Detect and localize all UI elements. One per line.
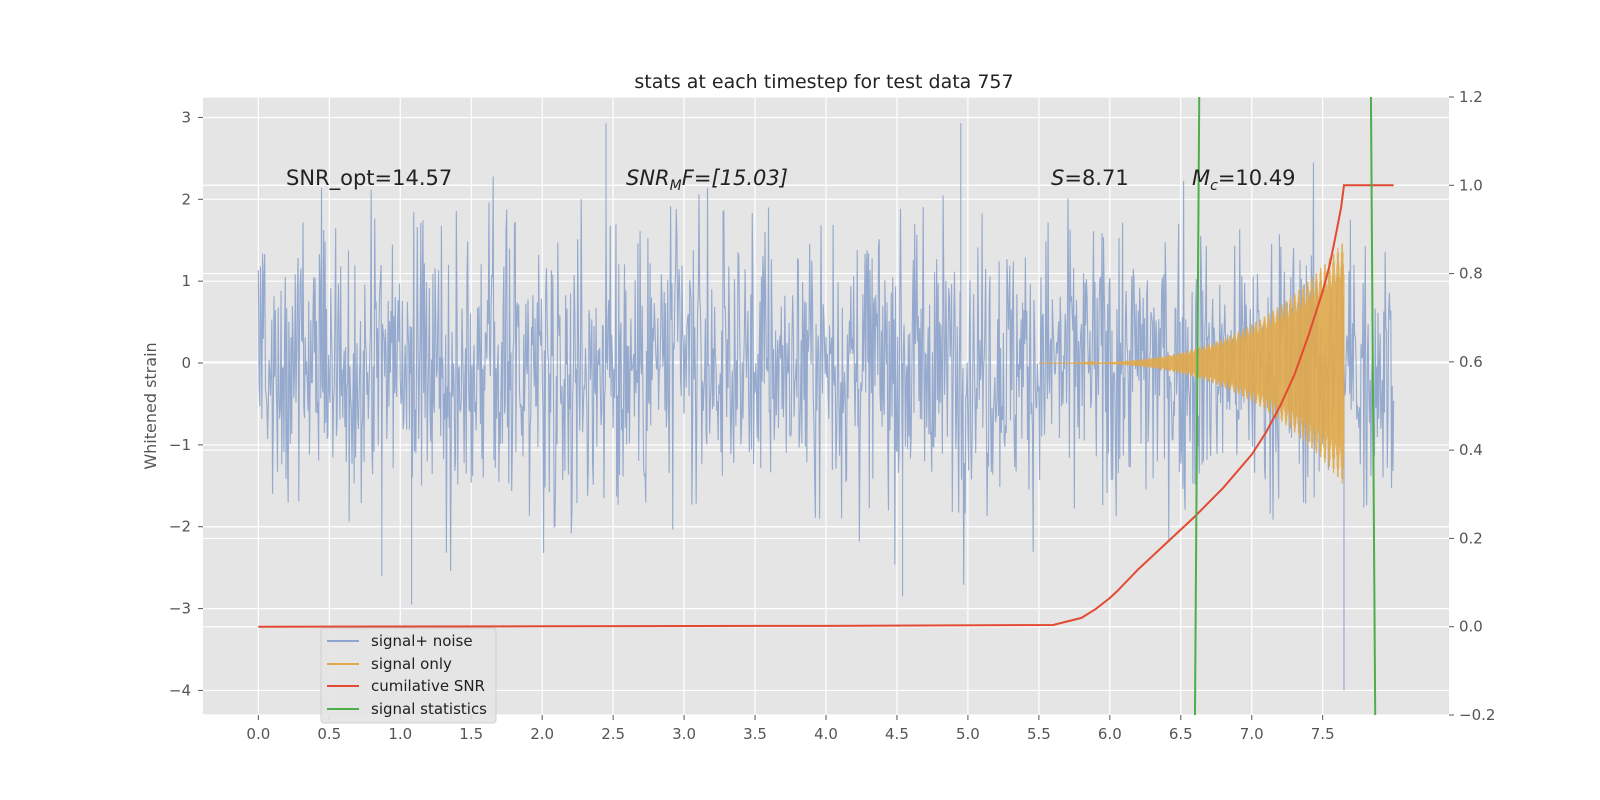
y2-tick-label: 0.6 <box>1459 353 1483 371</box>
y2-tick-label: 0.0 <box>1459 618 1483 636</box>
y-tick-label: 1 <box>181 272 191 290</box>
y-axis-label: Whitened strain <box>141 342 160 469</box>
x-tick-label: 2.5 <box>601 725 625 743</box>
y-tick-label: −2 <box>169 518 191 536</box>
x-tick-label: 5.5 <box>1027 725 1051 743</box>
y2-tick-label: −0.2 <box>1459 706 1495 724</box>
x-tick-label: 0.5 <box>317 725 341 743</box>
x-tick-label: 7.5 <box>1311 725 1335 743</box>
x-tick-label: 7.0 <box>1240 725 1264 743</box>
x-tick-label: 2.0 <box>530 725 554 743</box>
x-tick-label: 4.0 <box>814 725 838 743</box>
y-tick-label: −3 <box>169 600 191 618</box>
legend-label-stats: signal statistics <box>371 700 487 718</box>
legend-label-snr: cumilative SNR <box>371 677 485 695</box>
legend: signal+ noise signal only cumilative SNR… <box>320 627 497 724</box>
stats-line <box>1193 96 1201 716</box>
x-tick-label: 1.0 <box>388 725 412 743</box>
legend-label-signal: signal only <box>371 655 452 673</box>
y2-tick-label: 0.2 <box>1459 529 1483 547</box>
signal-line <box>1038 243 1345 484</box>
x-tick-label: 0.0 <box>246 725 270 743</box>
x-tick-label: 5.0 <box>956 725 980 743</box>
y-tick-label: 2 <box>181 190 191 208</box>
signal-series <box>1038 243 1345 484</box>
y-tick-label: −4 <box>169 681 191 699</box>
stats-line <box>1369 96 1377 716</box>
y-tick-label: −1 <box>169 436 191 454</box>
annotation-s: S=8.71 <box>1051 166 1129 190</box>
x-tick-label: 3.0 <box>672 725 696 743</box>
y2-tick-label: 1.2 <box>1459 88 1483 106</box>
chart-title: stats at each timestep for test data 757 <box>634 71 1013 93</box>
y-tick-labels: −4 −3 −2 −1 0 1 2 3 <box>169 108 203 699</box>
legend-box <box>320 627 497 724</box>
x-tick-label: 6.5 <box>1169 725 1193 743</box>
y-tick-label: 3 <box>181 108 191 126</box>
noise-line <box>257 123 1395 691</box>
annotation-snr-opt: SNR_opt=14.57 <box>286 166 452 191</box>
legend-label-noise: signal+ noise <box>371 632 473 650</box>
x-tick-label: 6.0 <box>1098 725 1122 743</box>
x-tick-labels: 0.0 0.5 1.0 1.5 2.0 2.5 3.0 3.5 4.0 4.5 5.0 5.5 6.0 6… <box>246 715 1335 743</box>
y2-tick-label: 1.0 <box>1459 176 1483 194</box>
noise-series <box>257 123 1395 691</box>
x-tick-label: 1.5 <box>459 725 483 743</box>
x-tick-label: 3.5 <box>743 725 767 743</box>
snr-series <box>258 184 1394 628</box>
stats-series <box>1193 96 1377 716</box>
annotation-mc: Mc=10.49 <box>1192 166 1296 194</box>
snr-line <box>258 184 1394 628</box>
y2-tick-label: 0.8 <box>1459 265 1483 283</box>
y2-tick-label: 0.4 <box>1459 441 1483 459</box>
y-tick-label: 0 <box>181 354 191 372</box>
x-tick-label: 4.5 <box>885 725 909 743</box>
annotation-snr-mf: SNRMF=[15.03] <box>626 166 788 194</box>
y2-tick-labels: −0.2 0.0 0.2 0.4 0.6 0.8 1.0 1.2 <box>1449 88 1495 724</box>
